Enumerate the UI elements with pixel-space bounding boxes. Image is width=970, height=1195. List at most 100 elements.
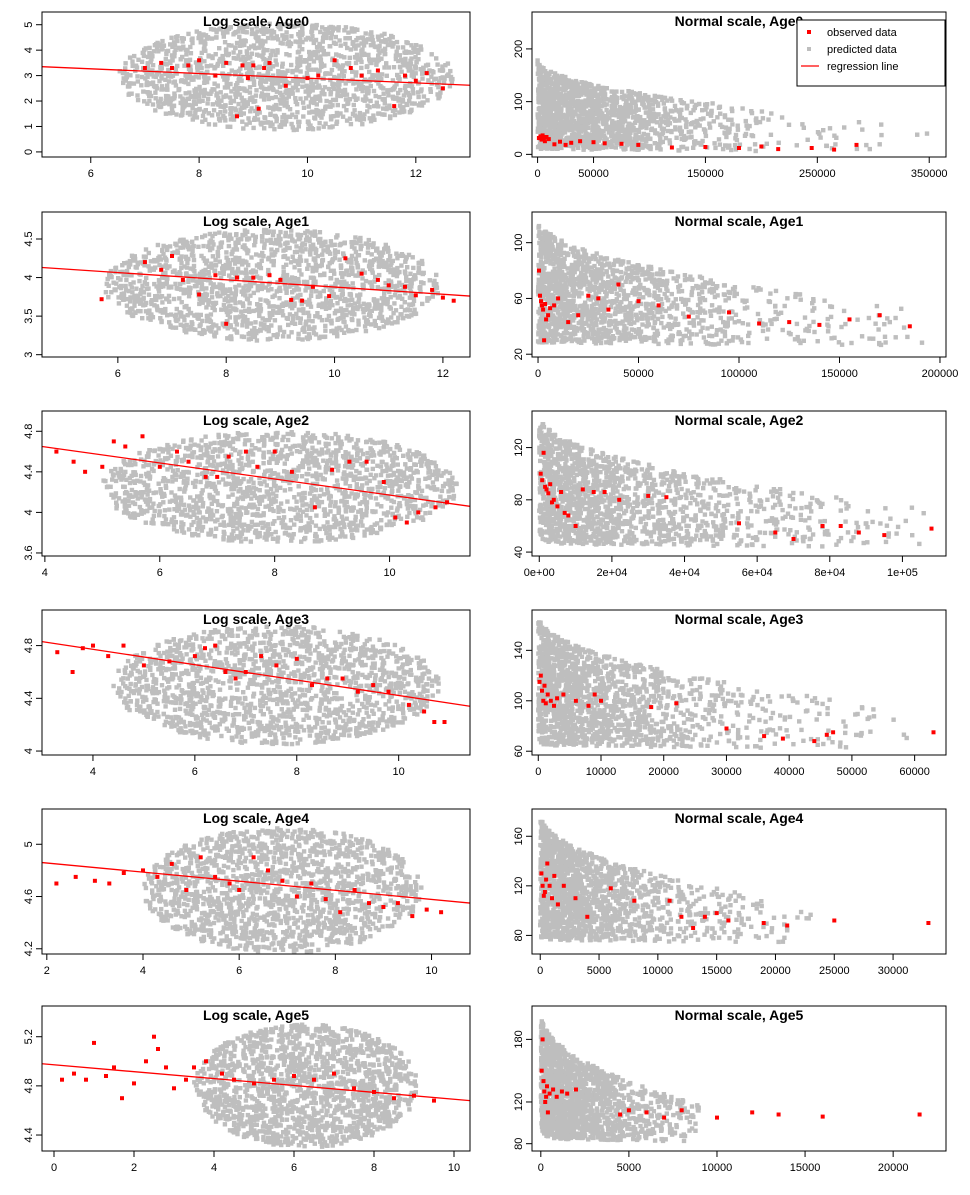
predicted-point: [188, 266, 193, 271]
predicted-point: [271, 308, 276, 314]
predicted-point: [359, 81, 364, 86]
predicted-point: [419, 258, 425, 264]
predicted-point: [332, 271, 337, 276]
predicted-point: [877, 142, 882, 147]
predicted-point: [140, 50, 145, 56]
predicted-point: [589, 144, 594, 150]
predicted-point: [607, 128, 612, 133]
predicted-point: [536, 95, 541, 101]
predicted-point: [183, 91, 188, 96]
predicted-point: [295, 315, 300, 321]
predicted-point: [659, 132, 665, 137]
predicted-point: [178, 113, 184, 118]
predicted-point: [271, 258, 276, 264]
predicted-point: [304, 258, 309, 263]
predicted-point: [309, 77, 314, 83]
predicted-point: [235, 315, 240, 320]
predicted-point: [222, 288, 227, 293]
predicted-point: [416, 270, 421, 275]
predicted-point: [829, 146, 835, 151]
predicted-point: [552, 128, 557, 133]
predicted-point: [542, 92, 548, 98]
predicted-point: [379, 296, 385, 301]
predicted-point: [382, 246, 388, 251]
predicted-point: [362, 97, 367, 102]
predicted-point: [215, 294, 221, 299]
predicted-point: [632, 136, 637, 142]
predicted-point: [340, 274, 345, 280]
predicted-point: [136, 57, 141, 62]
predicted-point: [254, 338, 260, 343]
predicted-point: [169, 35, 174, 40]
predicted-point: [624, 107, 629, 112]
predicted-point: [354, 260, 359, 266]
predicted-point: [270, 80, 275, 85]
predicted-point: [314, 79, 319, 84]
predicted-point: [199, 34, 204, 40]
predicted-point: [255, 302, 260, 307]
predicted-point: [257, 313, 262, 319]
predicted-point: [213, 263, 218, 268]
predicted-point: [576, 145, 581, 150]
predicted-point: [571, 131, 576, 136]
predicted-point: [879, 122, 884, 127]
predicted-point: [341, 308, 346, 313]
predicted-point: [581, 124, 586, 129]
predicted-point: [355, 253, 360, 258]
predicted-point: [580, 323, 585, 329]
predicted-point: [171, 296, 177, 302]
predicted-point: [159, 73, 164, 78]
predicted-point: [643, 144, 649, 149]
predicted-point: [315, 253, 320, 259]
observed-point: [541, 136, 546, 141]
predicted-point: [263, 39, 268, 44]
predicted-point: [163, 101, 168, 106]
predicted-point: [274, 334, 280, 340]
predicted-point: [300, 21, 305, 26]
predicted-point: [290, 238, 295, 243]
predicted-point: [396, 90, 401, 96]
predicted-point: [219, 240, 225, 245]
predicted-point: [148, 53, 154, 59]
predicted-point: [383, 242, 388, 248]
predicted-point: [202, 59, 207, 64]
predicted-point: [216, 95, 221, 100]
predicted-point: [249, 255, 254, 260]
predicted-point: [342, 272, 347, 277]
predicted-point: [146, 264, 151, 269]
predicted-point: [272, 113, 278, 119]
predicted-point: [240, 258, 245, 263]
predicted-point: [385, 317, 391, 322]
observed-point: [539, 137, 544, 142]
predicted-point: [363, 328, 369, 334]
predicted-point: [248, 55, 253, 60]
predicted-point: [314, 55, 319, 61]
predicted-point: [542, 117, 548, 122]
predicted-point: [140, 316, 145, 321]
predicted-point: [182, 305, 187, 310]
predicted-point: [147, 93, 152, 99]
predicted-point: [224, 319, 230, 324]
predicted-point: [343, 296, 348, 302]
predicted-point: [246, 46, 252, 51]
predicted-point: [382, 286, 388, 291]
predicted-point: [681, 133, 687, 139]
predicted-point: [151, 49, 157, 54]
predicted-point: [430, 69, 435, 74]
predicted-point: [309, 109, 315, 114]
predicted-point: [593, 146, 598, 151]
predicted-point: [166, 79, 172, 84]
predicted-point: [244, 275, 249, 281]
predicted-point: [192, 284, 198, 289]
predicted-point: [255, 111, 260, 117]
predicted-point: [185, 260, 190, 266]
predicted-point: [646, 94, 651, 100]
predicted-point: [592, 127, 598, 133]
predicted-point: [274, 62, 279, 67]
predicted-point: [679, 107, 684, 112]
predicted-point: [585, 125, 591, 130]
predicted-point: [142, 68, 148, 73]
predicted-point: [321, 124, 326, 129]
predicted-point: [239, 309, 244, 314]
predicted-point: [215, 254, 221, 259]
